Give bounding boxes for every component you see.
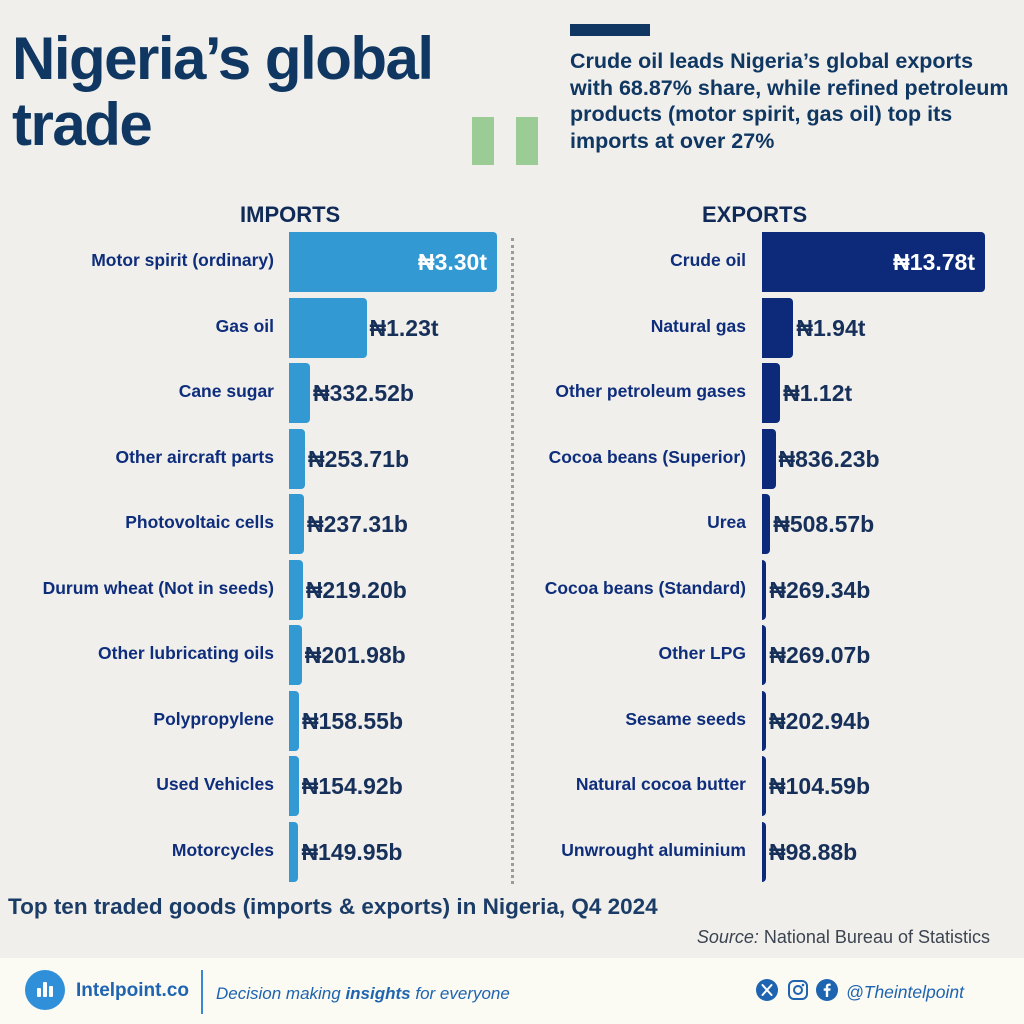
export-value-label: ₦1.12t (783, 380, 853, 406)
subtitle-accent-bar (570, 24, 650, 36)
import-value-label: ₦237.31b (306, 511, 408, 537)
import-bar (289, 821, 299, 882)
export-value-label: ₦1.94t (796, 314, 866, 341)
tagline-bold: insights (345, 984, 411, 1003)
import-value-label: ₦154.92b (301, 773, 403, 799)
export-value-label: ₦202.94b (769, 707, 871, 734)
export-bar (762, 690, 766, 751)
import-value-label: ₦253.71b (307, 445, 409, 472)
export-category-label: Crude oil (670, 250, 746, 270)
import-category-label: Motorcycles (171, 839, 274, 860)
export-category-label: Unwrought aluminium (561, 839, 746, 860)
import-bar (289, 297, 367, 358)
export-category-label: Urea (707, 512, 746, 532)
import-bar (289, 756, 299, 816)
x-icon[interactable] (756, 979, 778, 1001)
export-bar (762, 756, 766, 816)
instagram-icon[interactable] (787, 979, 809, 1001)
footer-divider (201, 970, 203, 1014)
import-category-label: Other lubricating oils (98, 643, 274, 663)
subtitle: Crude oil leads Nigeria’s global exports… (570, 49, 1009, 153)
import-category-label: Used Vehicles (156, 774, 274, 794)
import-category-label: Photovoltaic cells (125, 512, 274, 532)
facebook-icon[interactable] (816, 979, 838, 1001)
export-bar (762, 297, 794, 358)
export-bar (762, 494, 771, 554)
export-category-label: Natural gas (650, 315, 746, 336)
tagline-post: for everyone (410, 984, 510, 1003)
export-category-label: Natural cocoa butter (575, 774, 746, 794)
import-value-label: ₦201.98b (304, 642, 406, 668)
tagline-pre: Decision making (216, 984, 346, 1003)
exports-title: EXPORTS (702, 202, 808, 227)
import-category-label: Cane sugar (178, 381, 274, 401)
panel-divider (511, 238, 514, 884)
export-value-label: ₦269.34b (769, 576, 871, 603)
import-bar (289, 494, 304, 554)
import-value-label: ₦3.30t (417, 249, 487, 275)
export-bar (762, 559, 767, 620)
export-bar (762, 428, 776, 489)
export-bar (762, 363, 781, 423)
social-handle[interactable]: @Theintelpoint (846, 982, 964, 1002)
import-value-label: ₦1.23t (369, 314, 439, 341)
import-bar (289, 559, 303, 620)
export-value-label: ₦508.57b (773, 511, 875, 537)
import-bar (289, 690, 299, 751)
export-value-label: ₦269.07b (769, 642, 871, 668)
export-category-label: Sesame seeds (625, 708, 746, 729)
export-value-label: ₦98.88b (769, 838, 858, 865)
export-value-label: ₦104.59b (769, 773, 871, 799)
export-bar (762, 821, 766, 882)
import-value-label: ₦149.95b (301, 838, 403, 865)
import-value-label: ₦158.55b (301, 707, 403, 734)
source-label: Source: (696, 927, 759, 947)
source-text: National Bureau of Statistics (763, 927, 990, 947)
import-category-label: Other aircraft parts (115, 446, 274, 467)
intelpoint-logo-icon[interactable] (25, 970, 65, 1010)
import-category-label: Motor spirit (ordinary) (91, 250, 274, 270)
export-bar (762, 625, 767, 685)
export-value-label: ₦836.23b (778, 445, 880, 472)
import-category-label: Polypropylene (153, 708, 274, 729)
imports-title: IMPORTS (240, 202, 341, 227)
brand-link[interactable]: Intelpoint.co (76, 980, 189, 1001)
export-bar (762, 232, 985, 292)
import-bar (289, 232, 497, 292)
export-category-label: Cocoa beans (Standard) (544, 577, 746, 598)
chart-caption: Top ten traded goods (imports & exports)… (8, 894, 658, 919)
export-category-label: Cocoa beans (Superior) (548, 446, 746, 467)
source-note: Source: National Bureau of Statistics (697, 927, 990, 948)
footer: Intelpoint.co Decision making insights f… (0, 958, 1024, 1024)
import-value-label: ₦219.20b (305, 576, 407, 603)
export-category-label: Other LPG (658, 643, 746, 663)
import-category-label: Gas oil (215, 315, 274, 336)
import-bar (289, 363, 310, 423)
import-value-label: ₦332.52b (312, 380, 414, 406)
export-value-label: ₦13.78t (893, 249, 975, 275)
import-bar (289, 428, 305, 489)
tagline: Decision making insights for everyone (216, 984, 510, 1004)
quote-mark-left (472, 117, 494, 165)
import-bar (289, 625, 302, 685)
quote-mark-right (516, 117, 538, 165)
import-category-label: Durum wheat (Not in seeds) (42, 577, 274, 598)
page-title: Nigeria’s global trade (12, 25, 434, 158)
export-category-label: Other petroleum gases (555, 381, 746, 401)
